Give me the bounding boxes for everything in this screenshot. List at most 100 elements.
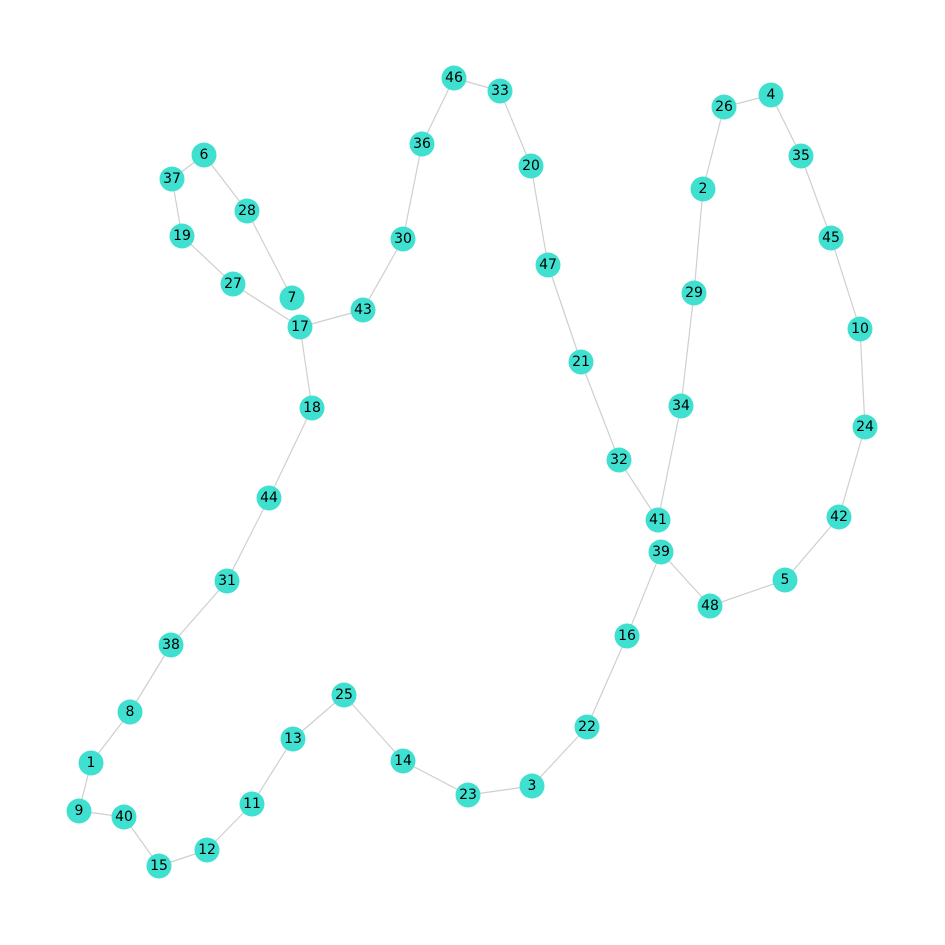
node-43: 43: [350, 297, 376, 323]
node-label: 30: [394, 231, 412, 247]
edge-28-7: [246, 210, 293, 299]
node-7: 7: [279, 285, 305, 311]
node-circle: [711, 94, 737, 120]
node-40: 40: [111, 804, 137, 830]
node-label: 34: [672, 398, 690, 414]
node-label: 48: [701, 598, 719, 614]
edge-13-11: [251, 738, 294, 805]
node-label: 21: [572, 354, 590, 370]
edge-47-21: [547, 264, 582, 363]
node-label: 41: [649, 512, 667, 528]
node-circle: [220, 271, 246, 297]
node-label: 5: [781, 572, 790, 588]
node-label: 8: [126, 704, 135, 720]
node-11: 11: [239, 791, 265, 817]
node-2: 2: [690, 176, 716, 202]
node-circle: [234, 198, 260, 224]
edge-31-44: [226, 497, 270, 582]
node-6: 6: [191, 142, 217, 168]
node-48: 48: [697, 593, 723, 619]
node-38: 38: [158, 632, 184, 658]
node-circle: [690, 176, 716, 202]
node-circle: [159, 166, 185, 192]
node-label: 15: [150, 858, 168, 874]
node-label: 20: [522, 158, 540, 174]
edge-20-47: [530, 165, 549, 266]
node-42: 42: [826, 504, 852, 530]
node-label: 3: [528, 778, 537, 794]
node-label: 6: [200, 147, 209, 163]
node-circle: [191, 142, 217, 168]
node-circle: [606, 447, 632, 473]
node-circle: [239, 791, 265, 817]
node-label: 14: [394, 753, 412, 769]
node-29: 29: [681, 280, 707, 306]
edge-2-26: [702, 106, 725, 190]
node-circle: [279, 285, 305, 311]
node-label: 10: [851, 321, 869, 337]
node-label: 40: [115, 809, 133, 825]
edge-layer: [78, 77, 866, 867]
node-46: 46: [441, 65, 467, 91]
node-label: 27: [224, 276, 242, 292]
node-label: 43: [354, 302, 372, 318]
node-33: 33: [487, 78, 513, 104]
node-circle: [681, 280, 707, 306]
node-label: 26: [715, 99, 733, 115]
node-circle: [256, 485, 282, 511]
node-circle: [487, 78, 513, 104]
node-label: 47: [539, 257, 557, 273]
node-label: 17: [291, 319, 309, 335]
node-45: 45: [818, 225, 844, 251]
node-circle: [847, 316, 873, 342]
node-12: 12: [194, 837, 220, 863]
node-26: 26: [711, 94, 737, 120]
node-circle: [645, 507, 671, 533]
node-circle: [299, 395, 325, 421]
node-circle: [280, 726, 306, 752]
node-circle: [409, 131, 435, 157]
node-31: 31: [214, 568, 240, 594]
edge-14-25: [343, 694, 404, 762]
node-label: 35: [792, 148, 810, 164]
node-label: 25: [335, 687, 353, 703]
node-16: 16: [614, 623, 640, 649]
node-30: 30: [390, 226, 416, 252]
edge-34-29: [680, 292, 695, 407]
node-label: 37: [163, 171, 181, 187]
node-20: 20: [518, 153, 544, 179]
node-18: 18: [299, 395, 325, 421]
node-circle: [518, 153, 544, 179]
node-label: 33: [491, 83, 509, 99]
node-label: 19: [173, 228, 191, 244]
node-34: 34: [668, 393, 694, 419]
node-circle: [214, 568, 240, 594]
node-label: 11: [243, 796, 261, 812]
node-39: 39: [648, 539, 674, 565]
node-label: 29: [685, 285, 703, 301]
node-circle: [158, 632, 184, 658]
node-47: 47: [535, 252, 561, 278]
node-37: 37: [159, 166, 185, 192]
node-35: 35: [788, 143, 814, 169]
node-28: 28: [234, 198, 260, 224]
node-circle: [852, 414, 878, 440]
edge-44-18: [268, 407, 313, 499]
node-13: 13: [280, 726, 306, 752]
node-circle: [111, 804, 137, 830]
node-circle: [668, 393, 694, 419]
edge-38-31: [170, 580, 228, 646]
node-44: 44: [256, 485, 282, 511]
node-label: 42: [830, 509, 848, 525]
node-circle: [788, 143, 814, 169]
node-circle: [287, 314, 313, 340]
edge-24-42: [838, 426, 866, 518]
node-circle: [146, 853, 172, 879]
node-circle: [818, 225, 844, 251]
node-circle: [390, 226, 416, 252]
node-circle: [66, 798, 92, 824]
node-1: 1: [78, 750, 104, 776]
node-label: 1: [87, 755, 96, 771]
node-label: 18: [303, 400, 321, 416]
